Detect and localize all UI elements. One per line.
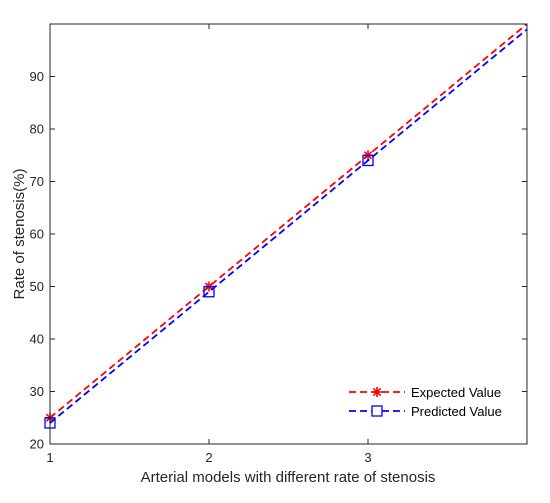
series-line-predicted-value xyxy=(49,28,528,424)
plot-area xyxy=(50,24,527,444)
y-tick-label: 30 xyxy=(30,384,44,399)
data-point-predicted-value xyxy=(203,286,215,298)
y-axis-label: Rate of stenosis(%) xyxy=(11,169,28,300)
y-tick-label: 90 xyxy=(30,69,44,84)
x-axis-label: Arterial models with different rate of s… xyxy=(141,469,436,486)
legend-marker-predicted xyxy=(371,405,383,417)
data-point-predicted-value xyxy=(362,154,374,167)
y-tick-label: 60 xyxy=(30,227,44,242)
series-line-expected-value xyxy=(49,23,528,419)
y-tick-label: 70 xyxy=(30,174,44,189)
legend-label-predicted: Predicted Value xyxy=(411,404,502,419)
legend-marker-expected xyxy=(372,387,382,397)
y-tick-label: 20 xyxy=(30,437,44,452)
y-tick-label: 50 xyxy=(30,279,44,294)
y-tick-label: 80 xyxy=(30,122,44,137)
legend-label-expected: Expected Value xyxy=(411,385,501,400)
x-tick-label: 1 xyxy=(46,450,53,465)
legend-box xyxy=(340,378,520,424)
axis-ticks: 1 2 3 20 30 40 50 60 70 80 90 xyxy=(30,24,527,465)
legend: Expected Value Predicted Value xyxy=(340,378,520,424)
x-tick-label: 2 xyxy=(205,450,212,465)
y-tick-label: 40 xyxy=(30,332,44,347)
x-tick-label: 3 xyxy=(364,450,371,465)
